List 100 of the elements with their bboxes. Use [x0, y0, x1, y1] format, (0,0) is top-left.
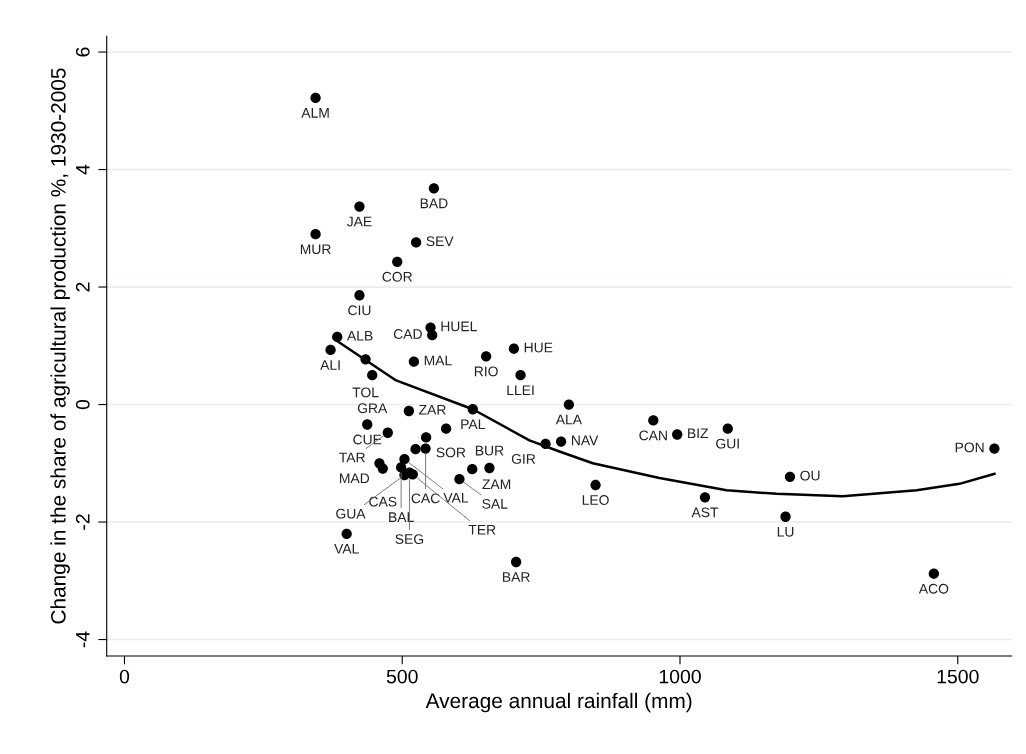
annotation: BAD	[420, 198, 448, 209]
point	[410, 237, 422, 248]
annotation: HUEL	[441, 321, 477, 332]
annotation: CAN	[639, 430, 667, 441]
point	[392, 256, 403, 267]
point	[427, 330, 438, 341]
point	[420, 432, 432, 443]
point	[480, 351, 492, 362]
y-axis-title: Change in the share of agricultural production %, 1930-2005	[50, 68, 70, 624]
point	[928, 568, 940, 579]
point	[367, 370, 378, 381]
x-tick-label: 1500	[937, 669, 979, 684]
point	[699, 492, 711, 503]
y-tick-label: 4	[76, 164, 90, 175]
annotation: SEV	[426, 236, 454, 247]
annotation: TER	[468, 524, 496, 535]
point	[382, 427, 393, 438]
point	[403, 405, 415, 417]
annotation: PAL	[461, 419, 485, 430]
y-tick-label: -4	[76, 631, 90, 648]
point	[510, 556, 522, 568]
annotation: ACO	[918, 583, 949, 594]
annotation: MUR	[300, 244, 331, 255]
annotation: LU	[777, 526, 794, 537]
point	[310, 229, 321, 240]
point	[354, 201, 365, 212]
point	[428, 183, 440, 194]
y-tick-label: 6	[75, 47, 90, 57]
y-tick-label: 2	[75, 282, 90, 292]
annotation: BUR	[475, 445, 504, 456]
annotation: ALB	[346, 331, 373, 341]
point	[360, 354, 371, 365]
annotation: CAC	[411, 493, 440, 504]
point	[467, 464, 478, 475]
point	[408, 356, 420, 367]
point	[563, 399, 575, 410]
annotation: MAL	[424, 355, 452, 366]
annotation: TAR	[339, 452, 365, 463]
annotation: TOL	[352, 387, 379, 398]
annotation: OU	[800, 470, 820, 481]
point	[515, 370, 526, 381]
y-tick-label: -2	[75, 514, 90, 530]
annotation: CIU	[348, 305, 371, 316]
point	[467, 404, 478, 415]
annotation: AST	[691, 507, 719, 518]
annotation: CAD	[393, 329, 422, 339]
annotation: GUI	[716, 438, 739, 449]
point	[484, 462, 495, 474]
point	[784, 471, 796, 482]
point	[540, 438, 551, 450]
point	[362, 419, 373, 430]
annotation: ALI	[320, 360, 340, 370]
annotation: BAR	[502, 572, 530, 582]
point	[420, 443, 431, 454]
annotation: GIR	[511, 453, 536, 464]
annotation: RIO	[474, 366, 498, 377]
point	[590, 479, 601, 491]
point	[989, 443, 1000, 454]
annotation: SAL	[482, 498, 508, 509]
point	[454, 474, 465, 485]
point	[354, 290, 365, 301]
annotation: VAL	[334, 544, 359, 554]
x-tick-label: 0	[119, 669, 130, 684]
x-tick-label: 1000	[659, 669, 701, 684]
point	[440, 423, 452, 434]
annotation: COR	[382, 271, 413, 282]
annotation: SEG	[395, 534, 424, 544]
annotation: PON	[955, 442, 984, 453]
annotation: NAV	[571, 435, 599, 446]
annotation: VAL	[443, 493, 469, 503]
annotation: HUE	[524, 342, 553, 353]
annotation: ALM	[301, 108, 329, 118]
point	[332, 331, 343, 343]
annotation: GUA	[336, 508, 366, 519]
point	[325, 344, 336, 356]
annotation: CUE	[353, 434, 382, 445]
annotation: BIZ	[688, 428, 709, 439]
point	[648, 415, 659, 426]
annotation: LEO	[582, 495, 609, 505]
annotation: ZAR	[419, 405, 446, 415]
annotation: CAS	[369, 496, 397, 507]
annotation: SOR	[436, 447, 466, 458]
point	[672, 429, 683, 440]
point	[722, 423, 733, 434]
point	[555, 436, 567, 447]
point	[310, 92, 321, 104]
point	[341, 528, 352, 539]
point	[508, 343, 520, 354]
point	[780, 511, 791, 522]
annotation: GRA	[357, 403, 388, 414]
y-tick-label: 0	[75, 399, 90, 410]
x-tick-label: 500	[386, 669, 418, 684]
annotation: ZAM	[482, 479, 511, 489]
annotation: MAD	[340, 473, 370, 484]
annotation: ALA	[555, 414, 582, 425]
annotation: LLEI	[507, 385, 534, 395]
x-axis-title: Average annual rainfall (mm)	[425, 692, 692, 713]
point	[399, 454, 410, 465]
point	[377, 463, 388, 474]
annotation: JAE	[346, 216, 372, 227]
